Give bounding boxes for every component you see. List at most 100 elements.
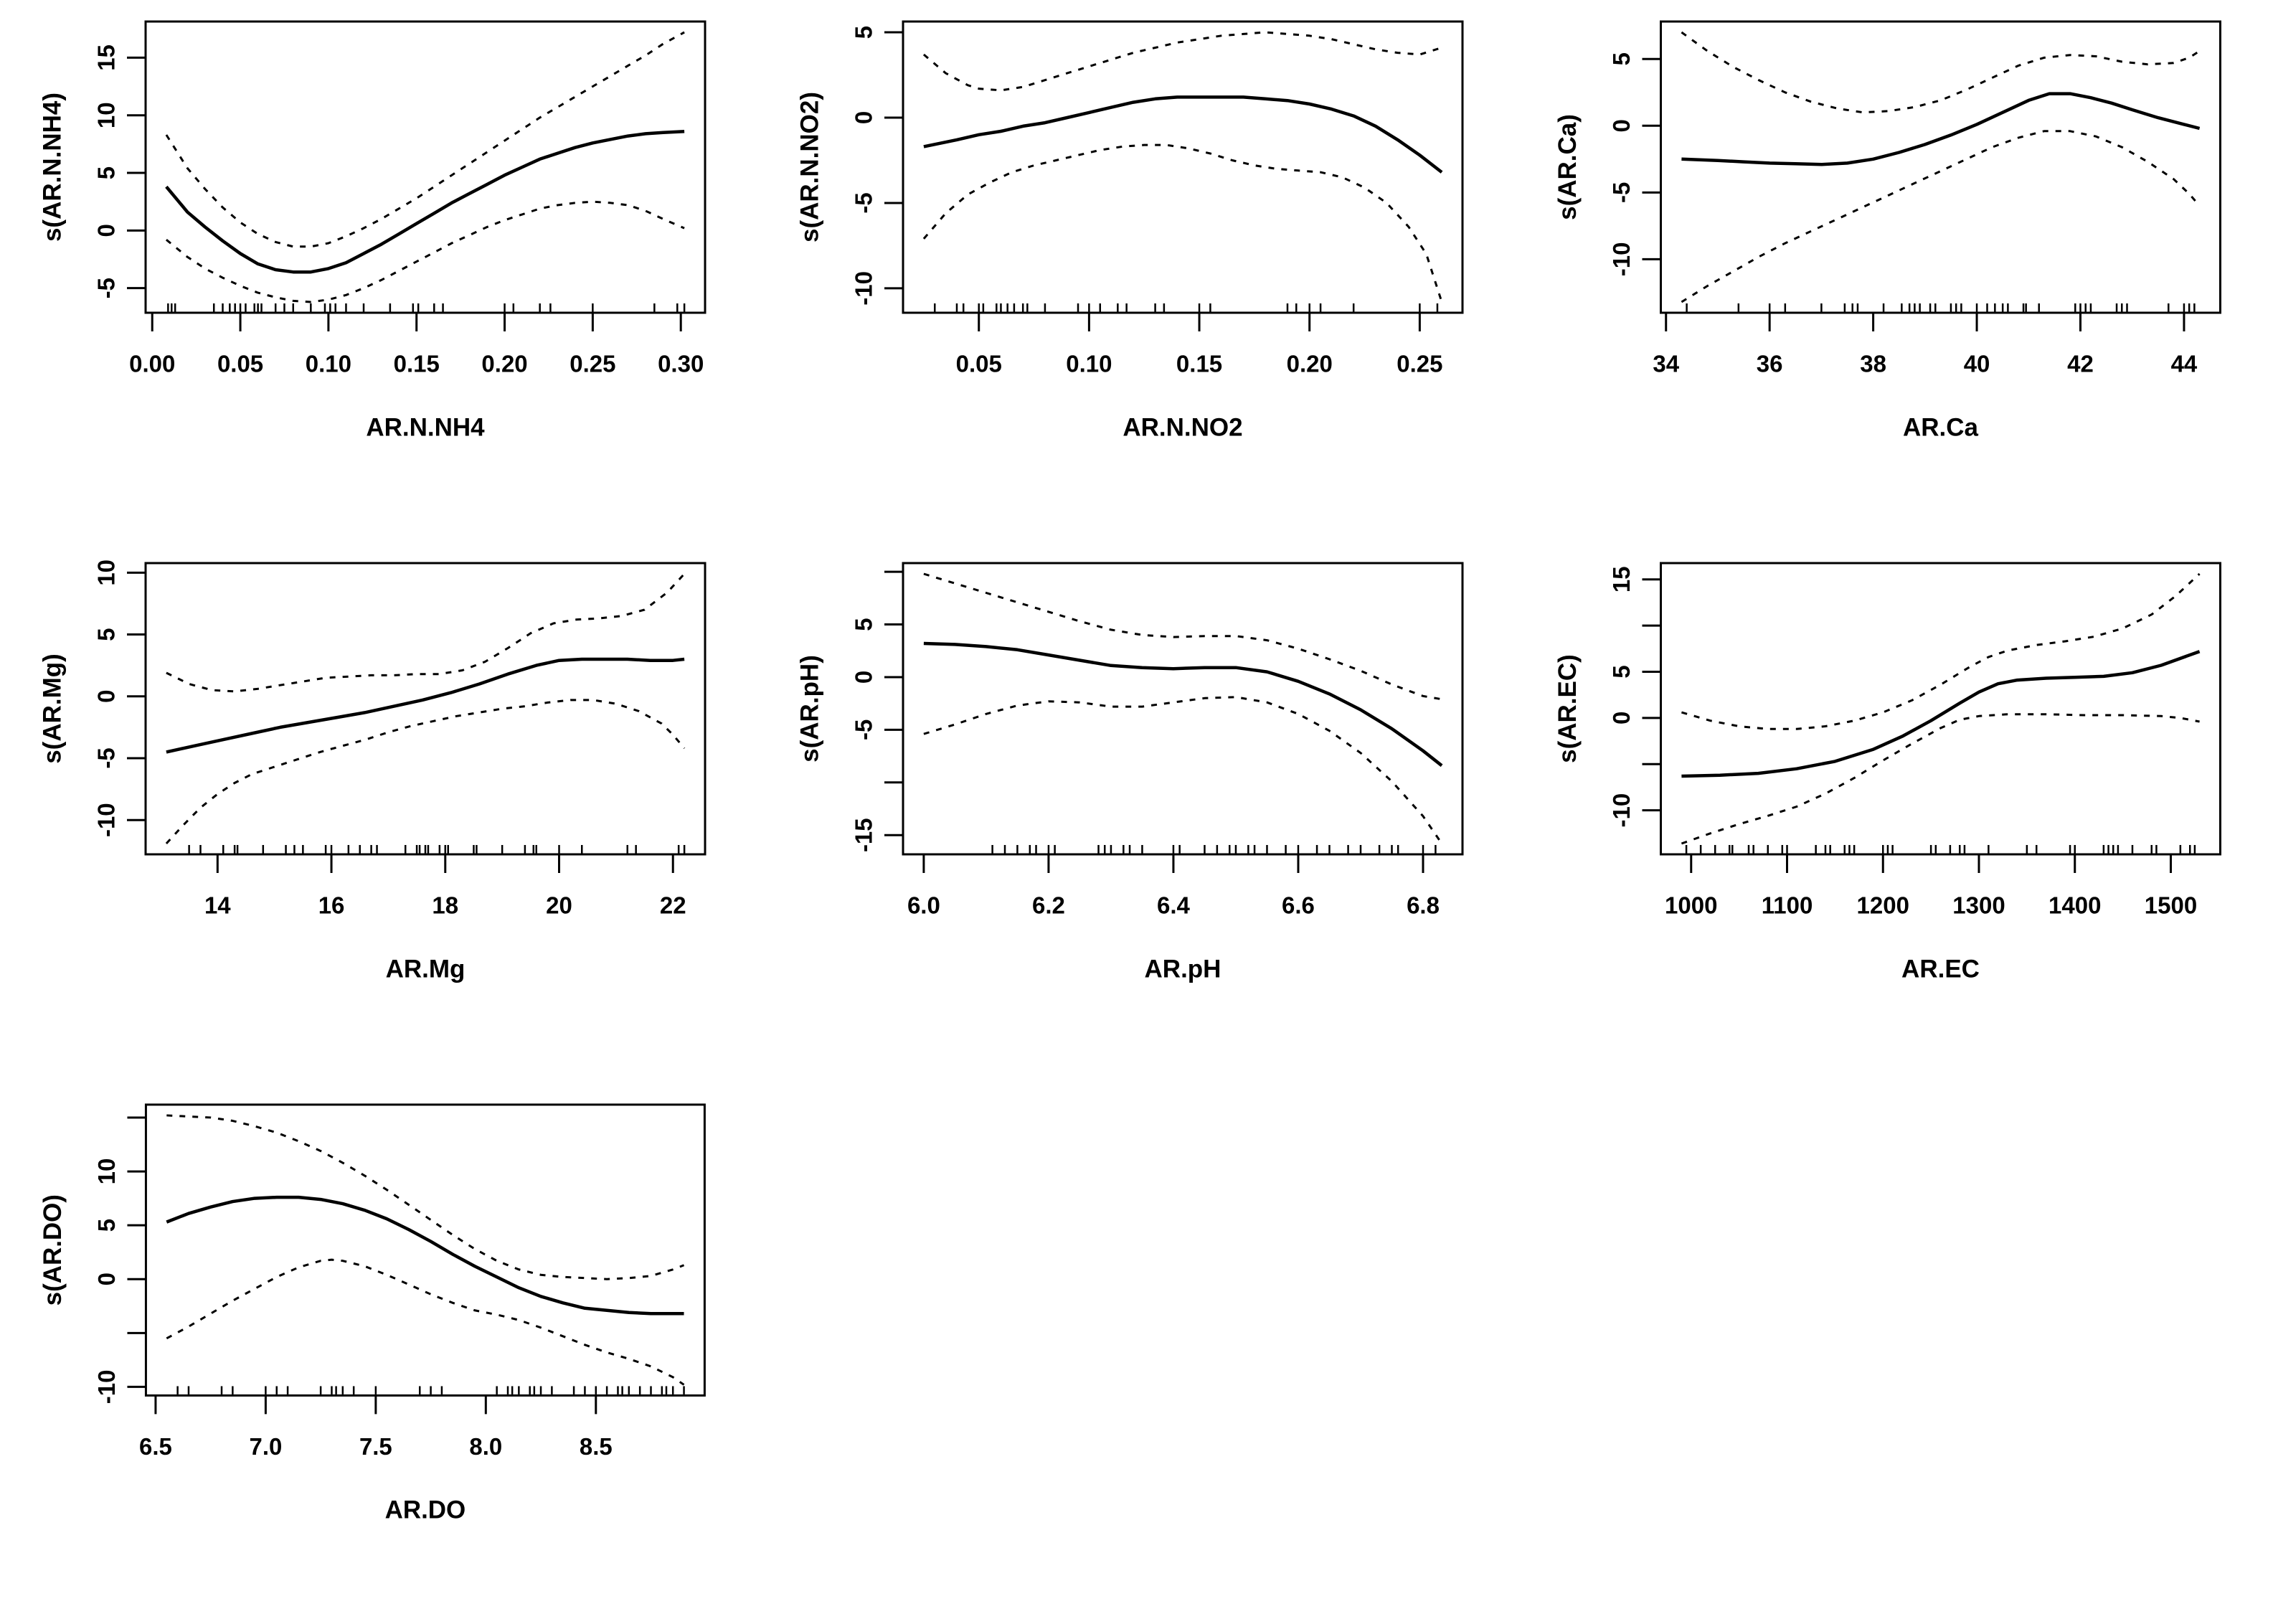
y-axis: -10 -5 0 5 bbox=[1608, 52, 1661, 276]
x-tick-label: 14 bbox=[204, 892, 231, 919]
y-tick-label: -5 bbox=[93, 747, 120, 768]
rug-marks bbox=[934, 303, 1439, 312]
y-axis-title: s(AR.pH) bbox=[795, 655, 823, 763]
panel-ar-do: 6.5 7.0 7.5 8.0 8.5 -10 0 5 10 AR.DO s(AR.DO) bbox=[0, 1083, 757, 1624]
x-tick-label: 42 bbox=[2067, 351, 2094, 377]
y-tick-label: -10 bbox=[93, 1370, 120, 1405]
y-tick-label: 15 bbox=[93, 44, 120, 71]
panel-ar-mg: 14 16 18 20 22 -10 -5 0 5 10 AR.Mg s(AR.Mg) bbox=[0, 542, 757, 1083]
upper-ci-curve bbox=[166, 572, 686, 693]
gam-panel-svg: 6.5 7.0 7.5 8.0 8.5 -10 0 5 10 AR.DO s(AR.DO) bbox=[39, 1103, 706, 1524]
x-tick-label: 6.0 bbox=[907, 892, 940, 919]
y-tick-label: -10 bbox=[93, 803, 120, 837]
y-tick-label: -5 bbox=[1608, 182, 1635, 203]
x-axis-title: AR.Ca bbox=[1903, 413, 1979, 441]
plot-box bbox=[144, 1103, 706, 1397]
x-tick-label: 6.4 bbox=[1157, 892, 1191, 919]
x-tick-label: 20 bbox=[546, 892, 572, 919]
gam-panel-svg: 6.0 6.2 6.4 6.6 6.8 -15 -5 0 5 AR.pH s(AR.pH) bbox=[795, 562, 1464, 983]
empty-cell bbox=[757, 1083, 1515, 1624]
x-axis: 0.00 0.05 0.10 0.15 0.20 0.25 0.30 bbox=[129, 313, 704, 377]
x-tick-label: 6.8 bbox=[1407, 892, 1440, 919]
y-tick-label: 5 bbox=[93, 1219, 120, 1232]
x-tick-label: 0.05 bbox=[956, 351, 1002, 377]
rug-marks bbox=[167, 303, 686, 312]
y-tick-label: 10 bbox=[93, 102, 120, 128]
x-axis: 6.0 6.2 6.4 6.6 6.8 bbox=[907, 854, 1440, 919]
y-tick-label: -5 bbox=[93, 278, 120, 298]
x-tick-label: 6.2 bbox=[1032, 892, 1065, 919]
x-tick-label: 0.30 bbox=[658, 351, 704, 377]
y-tick-label: -5 bbox=[851, 192, 877, 213]
fit-curve bbox=[1681, 650, 2201, 778]
y-tick-label: 0 bbox=[93, 690, 120, 703]
y-tick-label: 0 bbox=[1608, 712, 1635, 724]
x-axis-title: AR.DO bbox=[385, 1496, 466, 1524]
x-axis: 34 36 38 40 42 44 bbox=[1653, 313, 2198, 377]
y-axis-title: s(AR.Mg) bbox=[38, 653, 66, 764]
x-axis-title: AR.Mg bbox=[386, 955, 466, 983]
y-axis: -10 -5 0 5 10 bbox=[93, 560, 146, 837]
x-tick-label: 1000 bbox=[1665, 892, 1717, 919]
panel-ar-ph: 6.0 6.2 6.4 6.6 6.8 -15 -5 0 5 AR.pH s(AR.pH) bbox=[757, 542, 1515, 1083]
x-tick-label: 0.05 bbox=[217, 351, 263, 377]
x-tick-label: 16 bbox=[318, 892, 345, 919]
y-tick-label: 5 bbox=[93, 628, 120, 641]
x-tick-label: 0.00 bbox=[129, 351, 175, 377]
fit-curve bbox=[1681, 92, 2201, 166]
y-tick-label: 5 bbox=[93, 166, 120, 179]
y-axis-title: s(AR.Ca) bbox=[1554, 114, 1582, 220]
y-tick-label: -15 bbox=[851, 818, 877, 852]
y-axis-title: s(AR.EC) bbox=[1554, 654, 1582, 763]
lower-ci-curve bbox=[165, 699, 686, 845]
plot-box bbox=[1660, 20, 2221, 314]
upper-ci-curve bbox=[922, 31, 1442, 92]
y-axis: -15 -5 0 5 bbox=[851, 570, 903, 852]
x-tick-label: 0.15 bbox=[394, 351, 440, 377]
upper-ci-curve bbox=[165, 31, 685, 248]
x-tick-label: 1400 bbox=[2048, 892, 2101, 919]
x-tick-label: 0.20 bbox=[481, 351, 527, 377]
y-axis: -5 0 5 10 15 bbox=[93, 44, 146, 298]
x-tick-label: 40 bbox=[1964, 351, 1990, 377]
rug-marks bbox=[1686, 303, 2196, 312]
lower-ci-curve bbox=[1681, 130, 2201, 303]
x-tick-label: 0.25 bbox=[570, 351, 615, 377]
rug-marks bbox=[991, 845, 1437, 854]
x-tick-label: 7.0 bbox=[249, 1433, 282, 1460]
y-tick-label: 10 bbox=[93, 560, 120, 586]
y-axis: -10 0 5 15 bbox=[1608, 566, 1661, 827]
panel-ar-n-no2: 0.05 0.10 0.15 0.20 0.25 -10 -5 0 5 AR.N.NO2 s(AR.… bbox=[757, 0, 1515, 542]
gam-panel-svg: 1000 1100 1200 1300 1400 1500 -10 0 5 15 AR.EC s(AR… bbox=[1554, 562, 2221, 983]
rug-marks bbox=[176, 1386, 685, 1394]
x-tick-label: 22 bbox=[660, 892, 686, 919]
y-tick-label: 0 bbox=[851, 111, 877, 124]
x-tick-label: 44 bbox=[2171, 351, 2198, 377]
y-axis: -10 -5 0 5 bbox=[851, 26, 903, 306]
x-tick-label: 34 bbox=[1653, 351, 1679, 377]
x-tick-label: 0.10 bbox=[1066, 351, 1112, 377]
x-tick-label: 6.5 bbox=[139, 1433, 172, 1460]
x-axis: 14 16 18 20 22 bbox=[204, 854, 686, 919]
x-tick-label: 18 bbox=[432, 892, 458, 919]
x-tick-label: 7.5 bbox=[359, 1433, 392, 1460]
y-tick-label: 0 bbox=[93, 224, 120, 237]
empty-cell bbox=[1515, 1083, 2273, 1624]
x-axis-title: AR.EC bbox=[1901, 955, 1980, 983]
x-tick-label: 1100 bbox=[1762, 892, 1813, 919]
y-axis-title: s(AR.DO) bbox=[39, 1194, 67, 1306]
x-tick-label: 36 bbox=[1757, 351, 1783, 377]
y-tick-label: 5 bbox=[851, 26, 877, 39]
plot-box bbox=[902, 562, 1464, 856]
x-axis: 6.5 7.0 7.5 8.0 8.5 bbox=[139, 1395, 613, 1460]
plot-box bbox=[1660, 562, 2221, 856]
x-tick-label: 0.15 bbox=[1176, 351, 1222, 377]
gam-panel-svg: 0.05 0.10 0.15 0.20 0.25 -10 -5 0 5 AR.N.NO2 s(AR.… bbox=[795, 20, 1464, 441]
y-tick-label: 0 bbox=[851, 671, 877, 684]
fit-curve bbox=[923, 95, 1443, 174]
upper-ci-curve bbox=[923, 572, 1442, 701]
y-tick-label: 5 bbox=[1608, 52, 1635, 65]
x-tick-label: 0.10 bbox=[306, 351, 351, 377]
gam-panel-svg: 34 36 38 40 42 44 -10 -5 0 5 AR.Ca s(AR.Ca) bbox=[1554, 20, 2221, 441]
x-tick-label: 8.5 bbox=[580, 1433, 613, 1460]
